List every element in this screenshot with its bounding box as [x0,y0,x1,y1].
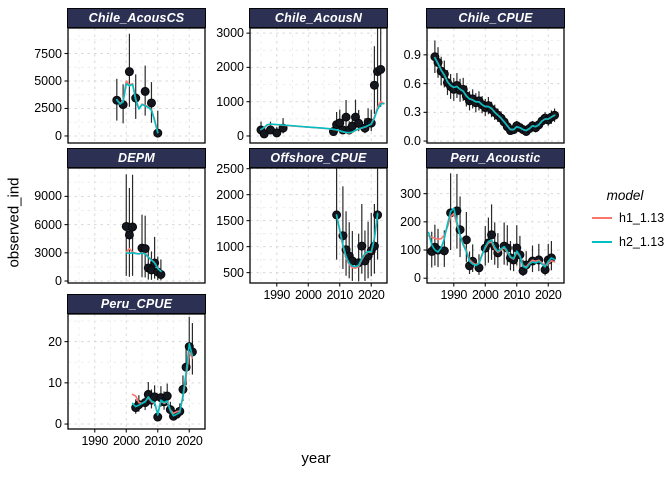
y-tick-label: 0.9 [403,47,421,62]
y-tick-label: 2500 [216,161,244,176]
y-tick-label: 20 [48,334,62,349]
facet-strip: Chile_AcousCS [67,8,206,28]
y-tick-label: 9000 [34,189,62,204]
y-tick-label: 0.0 [403,134,421,149]
x-tick-label: 2020 [534,288,562,302]
facet-strip: Chile_AcousN [249,8,388,28]
x-tick-label: 1990 [440,288,468,302]
y-tick-label: 5000 [34,73,62,88]
facet-strip-label: Peru_CPUE [100,297,173,311]
y-tick-label: 0 [55,274,62,289]
facet-strip: Peru_CPUE [67,294,206,314]
x-tick-label: 2000 [294,288,322,302]
y-tick-label: 300 [400,186,421,201]
y-tick-label: 100 [400,243,421,258]
y-tick-label: 0 [414,271,421,286]
legend-item-label: h1_1.13 [619,211,665,225]
x-tick-label: 2000 [112,434,140,448]
facet-strip-label: Peru_Acoustic [450,151,541,165]
legend-swatch-h2-line-icon [592,240,612,244]
facet-panel-Offshore_CPUE [246,167,388,287]
facet-panel-Peru_CPUE [64,313,206,433]
y-tick-label: 1000 [216,239,244,254]
x-tick-label: 1990 [263,288,291,302]
x-tick-label: 2000 [471,288,499,302]
facet-strip: Chile_CPUE [426,8,565,28]
y-tick-label: 0 [237,128,244,143]
y-tick-label: 3000 [216,26,244,41]
x-tick-label: 2010 [144,434,172,448]
y-tick-label: 10 [48,375,62,390]
y-tick-label: 3000 [34,245,62,260]
y-tick-label: 500 [223,265,244,280]
y-tick-label: 1000 [216,94,244,109]
x-tick-label: 1990 [81,434,109,448]
x-tick-label: 2020 [357,288,385,302]
legend: model h1_1.13 h2_1.13 [592,188,670,259]
y-tick-label: 0.3 [403,105,421,120]
y-tick-label: 0 [55,417,62,432]
facet-strip-label: DEPM [118,151,155,165]
y-tick-label: 2500 [34,101,62,116]
facet-strip-label: Offshore_CPUE [270,151,367,165]
facet-panel-Peru_Acoustic [423,167,565,287]
facet-panel-DEPM [64,167,206,284]
legend-item-label: h2_1.13 [619,235,665,249]
y-tick-label: 7500 [34,46,62,61]
facet-strip-label: Chile_AcousCS [88,11,185,25]
facet-strip-label: Chile_CPUE [458,11,533,25]
y-tick-label: 2000 [216,187,244,202]
x-axis-title: year [301,450,331,467]
y-tick-label: 6000 [34,217,62,232]
y-tick-label: 2000 [216,60,244,75]
y-tick-label: 0 [55,128,62,143]
x-tick-label: 2010 [503,288,531,302]
legend-title: model [606,188,644,203]
facet-strip: DEPM [67,148,206,168]
legend-swatch-h1-line-icon [592,216,612,220]
facet-panel-Chile_AcousCS [64,27,206,144]
facet-strip-label: Chile_AcousN [274,11,363,25]
y-tick-label: 0.6 [403,76,421,91]
facet-strip: Peru_Acoustic [426,148,565,168]
legend-item: h2_1.13 [592,235,670,249]
y-tick-label: 1500 [216,213,244,228]
facet-panel-Chile_CPUE [423,27,565,144]
x-tick-label: 2010 [326,288,354,302]
x-tick-label: 2020 [175,434,203,448]
facet-panel-Chile_AcousN [246,27,388,144]
facet-strip: Offshore_CPUE [249,148,388,168]
y-tick-label: 200 [400,214,421,229]
legend-item: h1_1.13 [592,211,670,225]
